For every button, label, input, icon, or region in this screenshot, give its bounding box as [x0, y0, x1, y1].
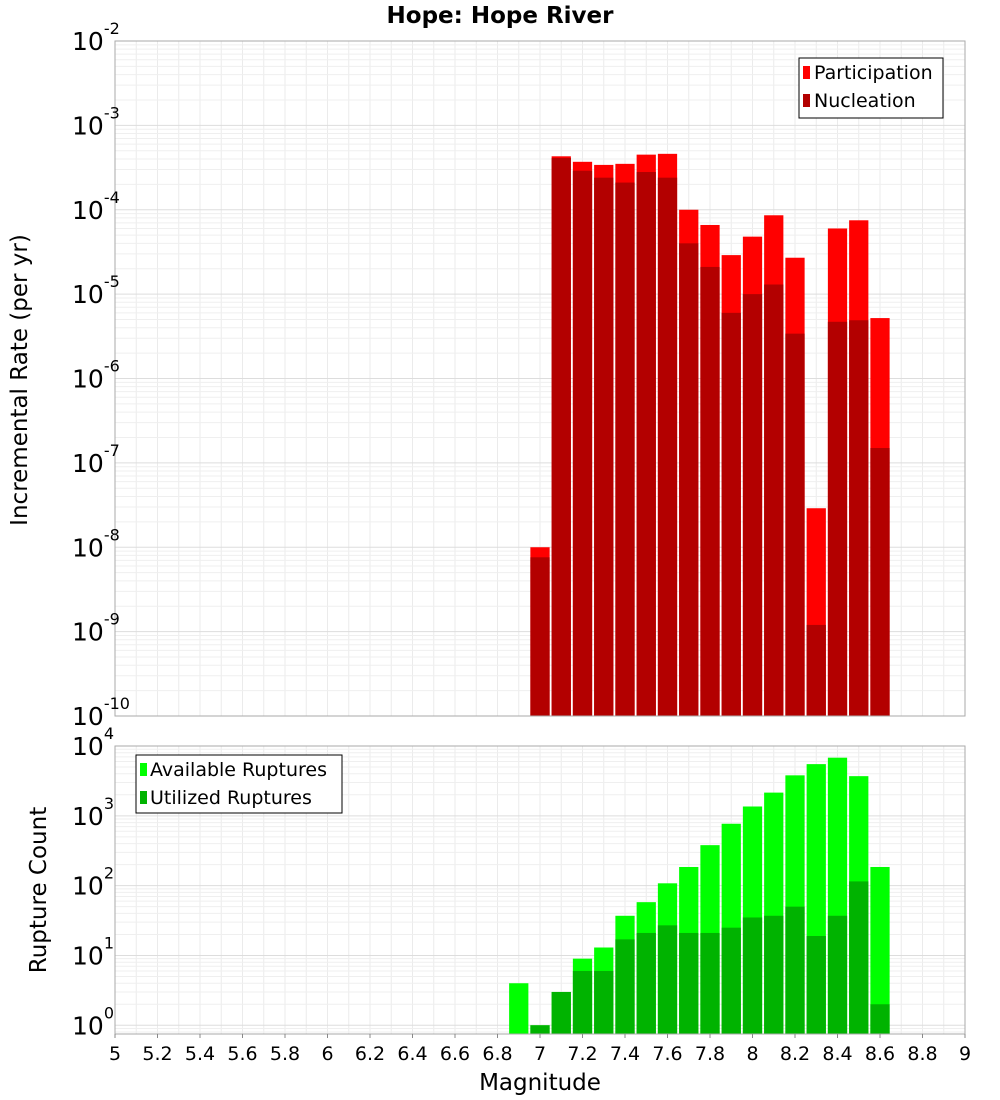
x-tick-label: 6.8	[482, 1043, 512, 1065]
bottom-bar-s1-7.2	[572, 970, 593, 1034]
x-tick-label: 8.8	[907, 1043, 937, 1065]
x-tick-label: 5.2	[142, 1043, 172, 1065]
bottom-bar-s1-7.5	[636, 932, 656, 1034]
top-bars	[530, 153, 890, 717]
bottom-bar-s1-7.4	[615, 939, 635, 1034]
bottom-bar-s1-7.3	[594, 970, 614, 1034]
chart-title: Hope: Hope River	[387, 3, 615, 29]
x-tick-label: 6.4	[397, 1043, 427, 1065]
bottom-bar-s1-8.1	[764, 915, 784, 1034]
top-bar-s1-8.5	[849, 320, 869, 716]
top-bar-s1-7.8	[700, 266, 720, 716]
legend-label-utilized: Utilized Ruptures	[150, 787, 312, 809]
bottom-bar-s1-7.9	[721, 927, 741, 1034]
x-tick-label: 6.6	[440, 1043, 470, 1065]
bottom-bar-s1-8.2	[785, 906, 805, 1034]
x-tick-label: 7.4	[610, 1043, 640, 1065]
top-bar-s1-8.3	[806, 624, 826, 716]
bottom-y-tick-label: 102	[72, 864, 114, 901]
top-bar-s1-8.4	[827, 321, 848, 716]
x-tick-label: 7	[534, 1043, 546, 1065]
top-bar-s1-7.1	[551, 158, 571, 716]
legend-swatch-available	[140, 763, 147, 776]
x-tick-label: 5.4	[185, 1043, 215, 1065]
top-bar-s1-8.6	[870, 448, 890, 716]
legend-swatch-participation	[803, 66, 810, 79]
bottom-bar-s0-8.6	[870, 866, 890, 1034]
top-y-ticks: 10-2 10-3 10-4 10-5 10-6 10-7 10-8 10-9 10-10	[72, 19, 130, 731]
top-bar-s1-7.9	[721, 312, 741, 716]
x-tick-label: 7.6	[652, 1043, 682, 1065]
top-bar-s1-7.5	[636, 172, 656, 716]
legend-label-nucleation: Nucleation	[814, 90, 916, 112]
bottom-bar-s1-8.0	[742, 917, 763, 1034]
x-tick-label: 5.6	[227, 1043, 257, 1065]
bottom-y-axis-title: Rupture Count	[26, 807, 52, 973]
bottom-legend: Available Ruptures Utilized Ruptures	[135, 754, 343, 814]
bottom-y-ticks: 104 103 102 101 100	[72, 724, 114, 1040]
top-legend-box	[798, 57, 944, 119]
top-bar-s1-8.0	[742, 294, 763, 716]
top-plot-frame	[114, 40, 966, 717]
top-y-tick-label: 10-10	[72, 694, 130, 731]
x-axis-title: Magnitude	[479, 1070, 601, 1096]
top-y-tick-label: 10-8	[72, 525, 120, 562]
top-bar-s1-8.2	[785, 333, 805, 716]
bottom-bar-s1-7.6	[657, 925, 678, 1034]
top-bar-s1-7.7	[679, 243, 699, 717]
x-tick-label: 8.4	[822, 1043, 852, 1065]
bottom-bar-s1-7.1	[551, 991, 571, 1034]
top-y-tick-label: 10-5	[72, 272, 120, 309]
legend-swatch-nucleation	[803, 94, 810, 107]
x-ticks: 5 5.2 5.4 5.6 5.8 6 6.2 6.4 6.6 6.8 7 7.2 7.4 7.6 7.8 8…	[109, 1034, 971, 1065]
top-y-tick-label: 10-2	[72, 19, 120, 56]
bottom-legend-box	[135, 754, 343, 814]
bottom-y-tick-label: 104	[72, 724, 114, 761]
bottom-bar-s0-6.9	[509, 983, 529, 1034]
bottom-y-tick-label: 100	[72, 1003, 114, 1040]
bottom-bar-s1-7.8	[700, 932, 720, 1034]
bottom-bar-s1-7.7	[679, 932, 699, 1034]
x-tick-label: 8	[746, 1043, 758, 1065]
bottom-bar-s1-8.4	[827, 915, 848, 1034]
top-bar-s1-7.2	[572, 170, 593, 716]
legend-label-available: Available Ruptures	[150, 759, 327, 781]
legend-swatch-utilized	[140, 791, 147, 804]
top-bar-s1-7.6	[657, 177, 678, 716]
bottom-y-tick-label: 103	[72, 794, 114, 831]
x-tick-label: 7.8	[695, 1043, 725, 1065]
top-bar-s1-7.0	[530, 557, 550, 716]
top-y-tick-label: 10-4	[72, 188, 120, 225]
x-tick-label: 6.2	[355, 1043, 385, 1065]
top-y-axis-title: Incremental Rate (per yr)	[7, 234, 33, 526]
x-tick-label: 8.6	[865, 1043, 895, 1065]
legend-label-participation: Participation	[814, 62, 933, 84]
top-y-tick-label: 10-6	[72, 357, 120, 394]
x-tick-label: 6	[321, 1043, 333, 1065]
top-bar-s1-8.1	[764, 284, 784, 716]
top-bar-s1-7.4	[615, 182, 635, 716]
top-y-tick-label: 10-3	[72, 103, 120, 140]
bottom-bar-s1-8.3	[806, 935, 826, 1034]
x-tick-label: 9	[959, 1043, 971, 1065]
bottom-bar-s1-7.0	[530, 1025, 550, 1034]
top-legend: Participation Nucleation	[798, 57, 944, 119]
top-y-tick-label: 10-9	[72, 610, 120, 647]
bottom-y-tick-label: 101	[72, 933, 114, 970]
top-y-tick-label: 10-7	[72, 441, 120, 478]
x-tick-label: 8.2	[780, 1043, 810, 1065]
bottom-bars	[509, 757, 890, 1034]
bottom-bar-s1-8.6	[870, 1004, 890, 1034]
bottom-bar-s1-8.5	[849, 881, 869, 1034]
x-tick-label: 7.2	[567, 1043, 597, 1065]
x-tick-label: 5	[109, 1043, 121, 1065]
x-tick-label: 5.8	[270, 1043, 300, 1065]
top-bar-s1-7.3	[594, 177, 614, 716]
